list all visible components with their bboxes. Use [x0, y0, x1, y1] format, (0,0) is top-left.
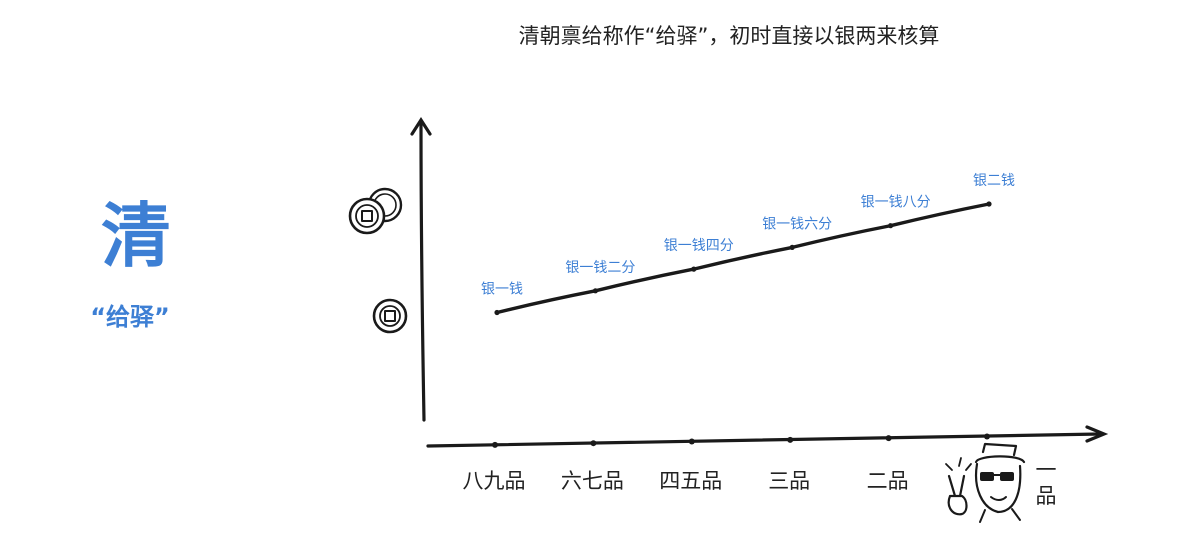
x-tick-mark [688, 438, 695, 445]
x-tick-label: 八九品 [463, 469, 526, 493]
qing-official-sunglasses-icon [945, 442, 1026, 523]
series-line [495, 202, 991, 315]
x-tick-label: 四五品 [659, 469, 722, 493]
data-label: 银一钱四分 [664, 238, 734, 254]
x-tick-mark [984, 433, 990, 440]
y-axis [410, 117, 432, 422]
data-label: 银一钱二分 [565, 260, 635, 276]
x-tick-mark [492, 441, 498, 448]
double-coin-icon [348, 187, 403, 235]
data-label: 银一钱八分 [861, 195, 931, 211]
x-tick-mark [590, 440, 597, 447]
data-point [592, 288, 599, 294]
data-point [494, 309, 500, 316]
data-point [691, 266, 697, 272]
x-tick-label: 三品 [768, 469, 810, 493]
data-label: 银一钱 [481, 282, 523, 298]
dynasty-char: 清 [101, 195, 171, 277]
coin-icon [372, 298, 408, 334]
x-tick-mark [885, 435, 892, 442]
data-point [986, 201, 992, 207]
x-axis [426, 425, 1109, 448]
x-tick-label: 六七品 [561, 469, 624, 493]
data-point [789, 244, 795, 250]
x-tick-mark [787, 436, 794, 443]
data-label: 银二钱 [973, 173, 1015, 189]
dynasty-subtitle: “给驿” [90, 303, 170, 331]
data-label: 银一钱六分 [762, 216, 832, 232]
page-title: 清朝禀给称作“给驿”，初时直接以银两来核算 [519, 24, 940, 48]
x-tick-label: 二品 [867, 469, 909, 493]
data-point [888, 223, 894, 229]
x-tick-label: 一品 [1036, 458, 1057, 508]
